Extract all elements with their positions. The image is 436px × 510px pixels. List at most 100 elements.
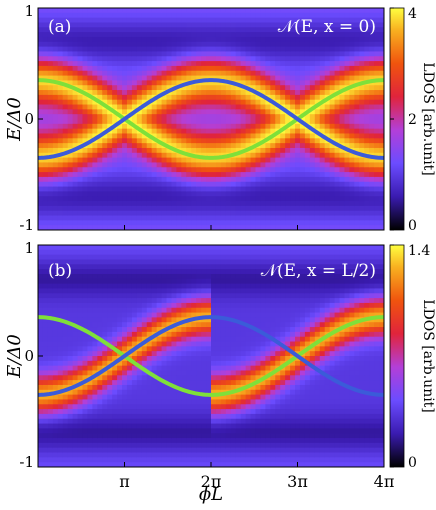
heatmap-cell xyxy=(240,186,247,192)
heatmap-cell xyxy=(126,36,133,43)
heatmap-cell xyxy=(196,205,202,212)
heatmap-cell xyxy=(122,128,128,135)
heatmap-cell xyxy=(122,452,128,458)
heatmap-cell xyxy=(166,51,173,57)
heatmap-cell xyxy=(136,99,143,106)
heatmap-cell xyxy=(309,46,316,53)
heatmap-cell xyxy=(280,167,286,173)
heatmap-cell xyxy=(136,254,143,261)
heatmap-cell xyxy=(47,201,54,207)
heatmap-cell xyxy=(191,264,197,270)
heatmap-cell xyxy=(280,119,286,125)
heatmap-cell xyxy=(245,181,252,188)
heatmap-cell xyxy=(211,370,217,376)
heatmap-cell xyxy=(107,114,113,120)
heatmap-cell xyxy=(295,201,301,207)
heatmap-cell xyxy=(67,423,74,429)
heatmap-cell xyxy=(201,191,207,197)
heatmap-cell xyxy=(82,404,89,410)
heatmap-cell xyxy=(275,186,281,192)
heatmap-cell xyxy=(146,264,153,270)
heatmap-cell xyxy=(38,370,44,376)
heatmap-cell xyxy=(364,114,370,120)
heatmap-cell xyxy=(280,186,286,192)
heatmap-cell xyxy=(107,46,113,53)
heatmap-cell xyxy=(181,380,187,386)
heatmap-cell xyxy=(339,94,346,101)
heatmap-cell xyxy=(47,293,54,299)
heatmap-cell xyxy=(369,36,375,43)
heatmap-cell xyxy=(220,85,227,91)
heatmap-cell xyxy=(72,394,79,401)
heatmap-cell xyxy=(97,360,103,367)
heatmap-cell xyxy=(171,90,177,96)
heatmap-cell xyxy=(122,46,128,53)
heatmap-cell xyxy=(290,109,296,115)
heatmap-cell xyxy=(191,186,197,192)
heatmap-cell xyxy=(196,162,202,168)
heatmap-cell xyxy=(324,210,331,217)
heatmap-cell xyxy=(87,351,93,357)
heatmap-cell xyxy=(211,41,217,48)
heatmap-cell xyxy=(186,138,192,144)
heatmap-cell xyxy=(131,302,138,309)
heatmap-cell xyxy=(270,109,276,115)
heatmap-cell xyxy=(196,186,202,192)
heatmap-cell xyxy=(136,17,143,24)
heatmap-cell xyxy=(87,196,93,202)
heatmap-cell xyxy=(97,452,103,458)
heatmap-cell xyxy=(126,56,133,62)
heatmap-cell xyxy=(334,162,341,168)
heatmap-cell xyxy=(374,186,380,192)
heatmap-cell xyxy=(92,370,98,376)
heatmap-cell xyxy=(77,12,84,19)
heatmap-cell xyxy=(126,109,133,115)
heatmap-cell xyxy=(126,8,133,14)
heatmap-cell xyxy=(42,41,49,48)
heatmap-cell xyxy=(92,409,98,415)
heatmap-cell xyxy=(57,356,64,362)
heatmap-cell xyxy=(211,365,217,372)
heatmap-cell xyxy=(67,104,74,110)
heatmap-cell xyxy=(82,32,89,38)
heatmap-cell xyxy=(87,27,93,33)
heatmap-cell xyxy=(334,17,341,24)
heatmap-cell xyxy=(97,186,103,192)
heatmap-cell xyxy=(230,41,237,48)
heatmap-cell xyxy=(72,99,79,106)
heatmap-cell xyxy=(112,196,118,202)
heatmap-cell xyxy=(201,210,207,217)
heatmap-cell xyxy=(196,210,202,217)
heatmap-cell xyxy=(62,269,69,275)
heatmap-cell xyxy=(196,245,202,251)
heatmap-cell xyxy=(102,201,108,207)
heatmap-cell xyxy=(117,249,123,256)
heatmap-cell xyxy=(171,317,177,323)
heatmap-cell xyxy=(38,147,44,154)
heatmap-cell xyxy=(166,181,173,188)
heatmap-cell xyxy=(67,32,74,38)
heatmap-cell xyxy=(126,317,133,323)
heatmap-cell xyxy=(87,327,93,333)
heatmap-cell xyxy=(349,172,355,178)
heatmap-cell xyxy=(146,312,153,318)
heatmap-cell xyxy=(92,365,98,372)
heatmap-cell xyxy=(57,365,64,372)
heatmap-cell xyxy=(196,46,202,53)
heatmap-cell xyxy=(235,8,242,14)
heatmap-cell xyxy=(161,94,168,101)
heatmap-cell xyxy=(166,61,173,67)
heatmap-cell xyxy=(181,41,187,48)
heatmap-cell xyxy=(171,220,177,226)
heatmap-cell xyxy=(97,75,103,81)
heatmap-cell xyxy=(107,302,113,309)
heatmap-cell xyxy=(146,225,153,230)
heatmap-cell xyxy=(72,413,79,420)
heatmap-cell xyxy=(181,327,187,333)
heatmap-cell xyxy=(151,259,158,265)
heatmap-cell xyxy=(161,346,168,352)
heatmap-cell xyxy=(255,22,262,28)
heatmap-cell xyxy=(235,119,242,125)
heatmap-cell xyxy=(181,109,187,115)
heatmap-cell xyxy=(171,423,177,429)
